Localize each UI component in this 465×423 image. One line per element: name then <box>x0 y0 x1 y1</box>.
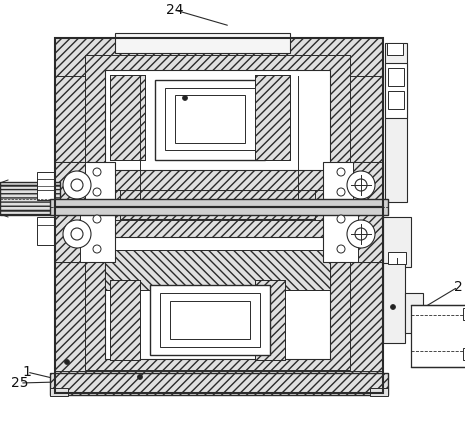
Bar <box>110 280 140 360</box>
Bar <box>463 308 465 320</box>
Bar <box>105 250 330 290</box>
Circle shape <box>138 374 142 379</box>
Bar <box>385 43 407 202</box>
Circle shape <box>337 168 345 176</box>
Circle shape <box>391 305 396 310</box>
Bar <box>370 388 388 396</box>
Bar <box>115 33 290 53</box>
Bar <box>55 207 115 262</box>
Bar <box>411 305 465 367</box>
Circle shape <box>182 96 187 101</box>
Bar <box>37 217 55 245</box>
Text: 2: 2 <box>454 280 462 294</box>
Bar <box>255 75 290 160</box>
Circle shape <box>93 245 101 253</box>
Bar <box>315 207 383 393</box>
Bar <box>55 162 115 207</box>
Bar <box>55 207 80 262</box>
Bar <box>358 207 383 262</box>
Bar <box>55 38 120 207</box>
Bar <box>50 373 388 395</box>
Circle shape <box>93 168 101 176</box>
Circle shape <box>337 245 345 253</box>
Bar <box>85 220 350 370</box>
Bar <box>170 301 250 339</box>
Bar <box>80 50 355 190</box>
Bar <box>55 38 383 76</box>
Bar <box>105 250 330 290</box>
Bar <box>255 280 285 360</box>
Bar <box>150 285 270 355</box>
Bar <box>55 38 383 207</box>
Bar <box>165 88 255 150</box>
Circle shape <box>71 228 83 240</box>
Bar <box>55 207 383 393</box>
Circle shape <box>93 188 101 196</box>
Bar <box>175 95 245 143</box>
Bar <box>388 252 406 264</box>
Bar <box>255 75 290 160</box>
Bar <box>105 237 330 359</box>
Bar <box>160 293 260 347</box>
Bar <box>110 75 145 160</box>
Circle shape <box>355 228 367 240</box>
Bar <box>85 55 350 190</box>
Bar <box>463 348 465 360</box>
Bar <box>323 162 383 207</box>
Bar <box>50 373 388 395</box>
Bar <box>50 199 388 215</box>
Bar <box>0 182 60 215</box>
Circle shape <box>65 360 69 365</box>
Bar <box>55 371 383 393</box>
Bar <box>388 91 404 109</box>
Text: 24: 24 <box>166 3 184 17</box>
Bar <box>55 162 85 207</box>
Bar <box>55 38 383 207</box>
Bar <box>0 182 60 215</box>
Circle shape <box>347 220 375 248</box>
Bar <box>315 38 383 207</box>
Bar <box>37 172 55 200</box>
Circle shape <box>93 215 101 223</box>
Bar <box>388 68 404 86</box>
Bar <box>383 217 411 267</box>
Circle shape <box>337 215 345 223</box>
Circle shape <box>63 171 91 199</box>
Circle shape <box>347 171 375 199</box>
Circle shape <box>63 220 91 248</box>
Bar <box>55 207 383 393</box>
Circle shape <box>337 188 345 196</box>
Bar <box>387 43 403 55</box>
Bar <box>110 280 140 360</box>
Bar <box>405 293 423 333</box>
Bar <box>105 70 330 170</box>
Bar <box>155 80 265 160</box>
Bar <box>383 263 405 343</box>
Text: 1: 1 <box>23 365 32 379</box>
Text: 25: 25 <box>11 376 29 390</box>
Circle shape <box>71 179 83 191</box>
Circle shape <box>355 179 367 191</box>
Bar <box>385 63 407 118</box>
Bar <box>110 75 145 160</box>
Bar <box>255 280 285 360</box>
Bar <box>323 207 383 262</box>
Bar <box>353 162 383 207</box>
Bar <box>50 388 68 396</box>
Bar <box>80 219 355 379</box>
Bar <box>55 207 120 393</box>
